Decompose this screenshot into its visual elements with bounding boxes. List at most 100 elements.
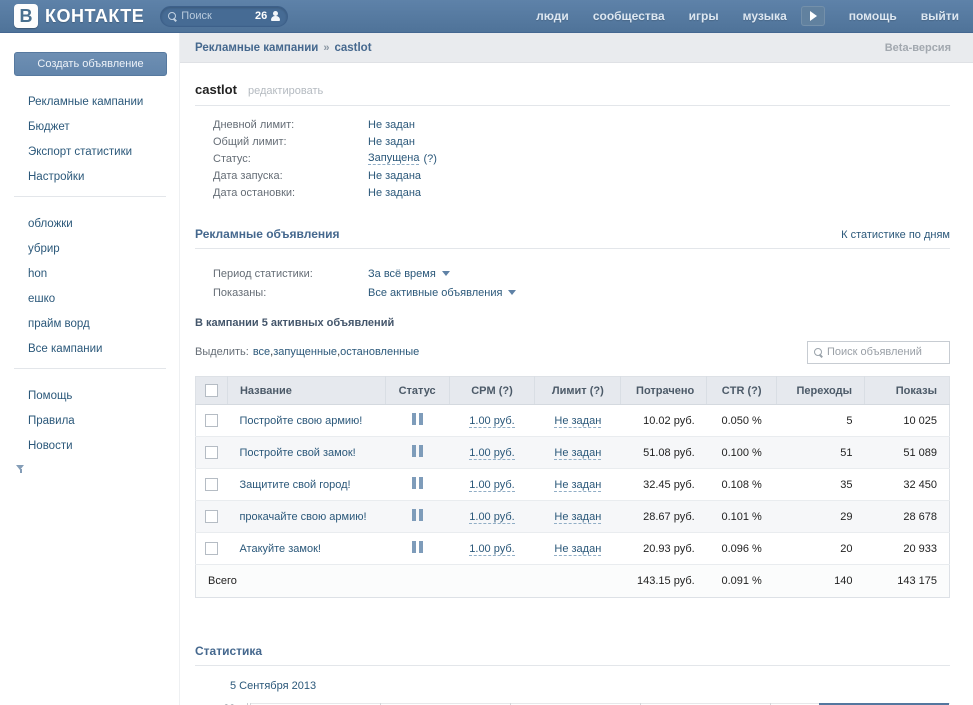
sidebar-item-campaigns[interactable]: Рекламные кампании	[28, 96, 144, 108]
select-all-link[interactable]: все	[252, 346, 271, 358]
list-item: убрир	[28, 243, 179, 255]
ad-name-link[interactable]: Постройте свой замок!	[239, 446, 356, 459]
start-date-value[interactable]: Не задана	[368, 169, 422, 182]
ctr-value: 0.096 %	[706, 532, 777, 565]
limit-value[interactable]: Не задан	[554, 414, 602, 428]
stats-chart: 60	[195, 701, 950, 705]
detail-label: Дата запуска:	[213, 169, 283, 182]
nav-logout[interactable]: выйти	[920, 9, 959, 23]
cpm-value[interactable]: 1.00 руб.	[469, 542, 515, 556]
stats-date-link[interactable]: 5 Сентября 2013	[230, 680, 317, 692]
sidebar-item-news[interactable]: Новости	[28, 440, 73, 452]
limit-value[interactable]: Не задан	[554, 542, 602, 556]
row-checkbox[interactable]	[205, 446, 219, 459]
nav-music[interactable]: музыка	[742, 9, 787, 23]
limit-value[interactable]: Не задан	[554, 446, 602, 460]
ads-search-input[interactable]	[827, 346, 943, 358]
list-item: обложки	[28, 218, 179, 230]
status-help-link[interactable]: (?)	[423, 152, 437, 165]
pause-icon[interactable]	[411, 509, 423, 521]
table-row: Защитите свой город! 1.00 руб. Не задан …	[195, 468, 950, 501]
cpm-value[interactable]: 1.00 руб.	[469, 446, 515, 460]
chart-tick	[380, 703, 381, 705]
header-cpm[interactable]: CPM (?)	[449, 376, 536, 405]
select-stopped-link[interactable]: остановленные	[340, 346, 420, 358]
person-icon[interactable]	[271, 11, 281, 21]
cpm-value[interactable]: 1.00 руб.	[469, 414, 515, 428]
ad-name-link[interactable]: Постройте свою армию!	[239, 414, 363, 427]
select-all-checkbox[interactable]	[204, 384, 218, 397]
list-item: Настройки	[28, 171, 179, 183]
header-ctr[interactable]: CTR (?)	[706, 376, 778, 405]
impressions-value: 20 933	[864, 532, 950, 565]
sidebar-item-rules[interactable]: Правила	[28, 415, 75, 427]
campaign-details: Дневной лимит: Не задан Общий лимит: Не …	[213, 116, 950, 201]
ads-search[interactable]	[807, 340, 950, 364]
nav-help[interactable]: помощь	[848, 9, 897, 23]
list-item: Новости	[28, 440, 179, 452]
period-dropdown[interactable]: За всё время	[368, 268, 450, 280]
clicks-value: 20	[776, 532, 865, 565]
sidebar-campaign-oblozhki[interactable]: обложки	[28, 218, 73, 230]
pause-icon[interactable]	[411, 477, 423, 489]
cpm-value[interactable]: 1.00 руб.	[469, 478, 515, 492]
shown-label: Показаны:	[213, 286, 267, 299]
table-row: Атакуйте замок! 1.00 руб. Не задан 20.93…	[195, 532, 950, 565]
row-checkbox[interactable]	[205, 478, 219, 491]
nav-games[interactable]: игры	[688, 9, 719, 23]
sidebar-campaign-hon[interactable]: hon	[28, 268, 48, 280]
table-total-row: Всего 143.15 руб. 0.091 % 140 143 175	[195, 564, 950, 598]
pause-icon[interactable]	[411, 541, 423, 553]
period-label: Период статистики:	[213, 267, 313, 280]
total-ctr: 0.091 %	[706, 564, 777, 598]
sidebar-all-campaigns[interactable]: Все кампании	[28, 343, 103, 355]
ad-name-link[interactable]: Защитите свой город!	[239, 478, 351, 491]
select-all-checkbox-cell[interactable]	[195, 376, 228, 405]
sidebar-item-budget[interactable]: Бюджет	[28, 121, 70, 133]
row-checkbox[interactable]	[205, 542, 219, 555]
table-row: Постройте свой замок! 1.00 руб. Не задан…	[195, 436, 950, 469]
nav-communities[interactable]: сообщества	[592, 9, 665, 23]
shown-dropdown[interactable]: Все активные объявления	[368, 287, 517, 299]
pause-icon[interactable]	[411, 413, 423, 425]
global-search-input[interactable]	[181, 10, 256, 22]
status-value[interactable]: Запущена	[368, 152, 420, 165]
sidebar-campaign-eshko[interactable]: ешко	[28, 293, 56, 305]
sidebar-divider	[14, 368, 166, 369]
header-clicks: Переходы	[776, 376, 866, 405]
header-limit[interactable]: Лимит (?)	[534, 376, 622, 405]
row-checkbox[interactable]	[205, 414, 219, 427]
ad-name-link[interactable]: прокачайте свою армию!	[239, 510, 367, 523]
limit-value[interactable]: Не задан	[554, 510, 602, 524]
create-ad-button[interactable]: Создать объявление	[14, 52, 167, 76]
global-search[interactable]: 26	[160, 5, 289, 27]
sidebar: Создать объявление Рекламные кампании Бю…	[0, 33, 180, 705]
stop-date-value[interactable]: Не задана	[368, 186, 422, 199]
filter-icon[interactable]	[16, 465, 25, 473]
total-limit-value[interactable]: Не задан	[368, 135, 415, 148]
music-play-button[interactable]	[800, 6, 825, 26]
ctr-value: 0.100 %	[706, 436, 777, 469]
vk-logo[interactable]: В контакте	[14, 4, 144, 28]
total-spent: 143.15 руб.	[620, 564, 707, 598]
daily-stats-link[interactable]: К статистике по дням	[841, 229, 950, 241]
limit-value[interactable]: Не задан	[554, 478, 602, 492]
pause-icon[interactable]	[411, 445, 423, 457]
page-title: castlot	[195, 82, 237, 97]
edit-campaign-link[interactable]: редактировать	[247, 85, 324, 97]
sidebar-campaign-prime-word[interactable]: прайм ворд	[28, 318, 90, 330]
notification-count[interactable]: 26	[255, 10, 268, 22]
ad-name-link[interactable]: Атакуйте замок!	[239, 542, 321, 555]
cpm-value[interactable]: 1.00 руб.	[469, 510, 515, 524]
daily-limit-value[interactable]: Не задан	[368, 118, 415, 131]
sidebar-campaign-ubrir[interactable]: убрир	[28, 243, 60, 255]
row-checkbox[interactable]	[205, 510, 219, 523]
select-running-link[interactable]: запущенные	[273, 346, 338, 358]
nav-people[interactable]: люди	[536, 9, 569, 23]
impressions-value: 51 089	[864, 436, 950, 469]
sidebar-item-export[interactable]: Экспорт статистики	[28, 146, 133, 158]
breadcrumb-campaigns-link[interactable]: Рекламные кампании	[195, 41, 319, 54]
list-item: Помощь	[28, 390, 179, 402]
sidebar-item-help[interactable]: Помощь	[28, 390, 73, 402]
sidebar-item-settings[interactable]: Настройки	[28, 171, 85, 183]
